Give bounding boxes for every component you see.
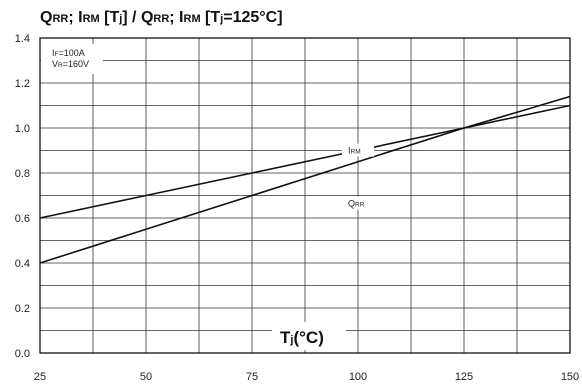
y-tick-label: 0.4 xyxy=(15,258,30,270)
x-tick-label: 50 xyxy=(140,371,152,383)
x-tick-label: 100 xyxy=(349,371,367,383)
series-label: QRR xyxy=(348,199,365,209)
series-label-bg xyxy=(342,143,374,157)
y-tick-labels: 0.0 0.2 0.4 0.6 0.8 1.0 1.2 1.4 xyxy=(15,33,30,360)
y-tick-label: 0.2 xyxy=(15,303,30,315)
x-tick-label: 150 xyxy=(561,371,579,383)
condition-line: VR=160V xyxy=(52,59,89,69)
series-line-qrr xyxy=(39,95,571,264)
series-label-bg xyxy=(342,196,374,210)
condition-line: IF=100A xyxy=(52,48,85,58)
plot-frame xyxy=(39,37,571,354)
series-label: IRM xyxy=(348,146,361,156)
x-axis-label: Tj(°C) xyxy=(272,322,346,350)
x-tick-label: 25 xyxy=(34,371,46,383)
conditions-bg xyxy=(41,44,103,74)
x-axis-label-text: Tj(°C) xyxy=(280,328,324,347)
x-tick-label: 75 xyxy=(246,371,258,383)
y-tick-label: 0.6 xyxy=(15,213,30,225)
series-lines xyxy=(39,95,571,264)
chart-title: QRR; IRM [Tj] / QRR; IRM [Tj=125°C] xyxy=(40,9,283,26)
y-tick-label: 0.0 xyxy=(15,348,30,360)
series-line-irm xyxy=(39,104,571,219)
y-tick-label: 1.4 xyxy=(15,33,30,45)
series-labels: IRM QRR xyxy=(342,143,374,210)
x-axis-label-bg xyxy=(272,322,346,350)
x-tick-label: 125 xyxy=(455,371,473,383)
x-tick-labels: 25 50 75 100 125 150 xyxy=(34,371,579,383)
y-tick-label: 1.2 xyxy=(15,78,30,90)
y-tick-label: 1.0 xyxy=(15,123,30,135)
grid xyxy=(40,38,570,353)
y-tick-label: 0.8 xyxy=(15,168,30,180)
